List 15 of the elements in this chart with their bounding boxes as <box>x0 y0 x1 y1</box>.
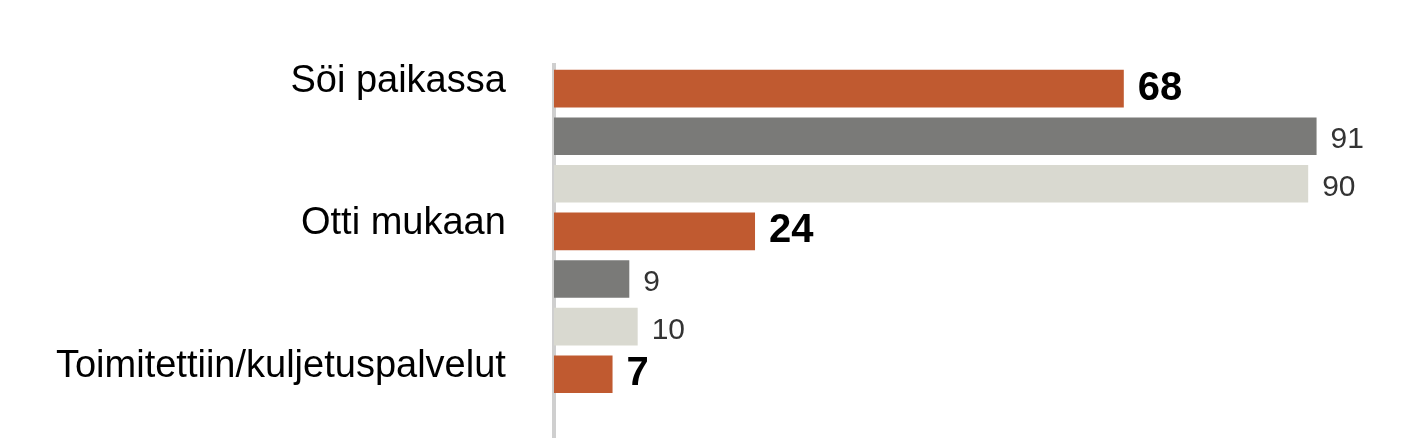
bar <box>553 355 613 393</box>
data-label: 10 <box>651 311 686 345</box>
data-label: 7 <box>626 349 649 394</box>
bar <box>553 117 1317 155</box>
data-label: 90 <box>1322 169 1356 203</box>
data-label: 68 <box>1137 63 1183 108</box>
data-label: 9 <box>643 264 660 298</box>
y-tick-label: Söi paikassa <box>290 57 507 100</box>
bar <box>553 212 756 251</box>
data-label: 24 <box>769 206 815 251</box>
y-tick-label: Toimitettiin/kuljetuspalvelut <box>55 343 507 386</box>
bar <box>553 260 630 298</box>
y-tick-label: Otti mukaan <box>301 200 506 243</box>
data-label: 91 <box>1330 121 1364 155</box>
bar <box>553 69 1124 108</box>
